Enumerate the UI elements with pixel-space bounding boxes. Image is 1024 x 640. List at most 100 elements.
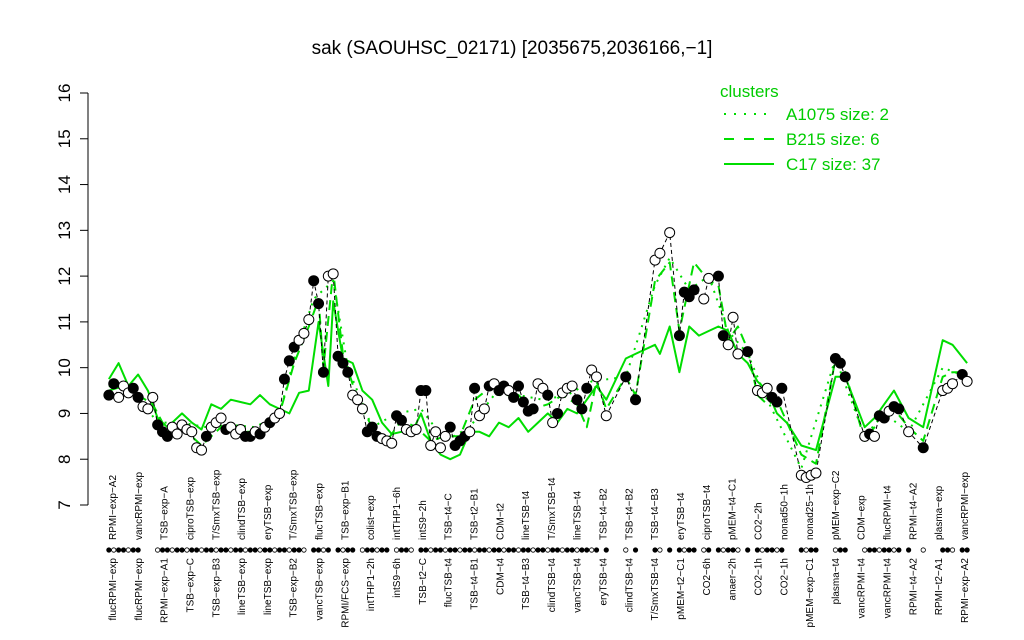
rug-mark	[920, 547, 926, 553]
y-tick-label: 15	[55, 129, 74, 148]
data-point	[132, 391, 144, 403]
rug-mark	[759, 547, 765, 553]
rug-mark	[837, 547, 843, 553]
data-point	[654, 247, 666, 259]
category-label: intS9−6h	[392, 558, 403, 598]
rug-mark	[730, 547, 736, 553]
category-label: CDM−t4	[495, 558, 506, 595]
rug-mark	[203, 547, 210, 553]
rug-mark	[286, 547, 292, 553]
rug-mark	[237, 547, 244, 553]
category-label: vancRPMI−t4	[883, 558, 894, 619]
rug-mark	[701, 547, 707, 553]
data-point	[147, 391, 159, 403]
category-label: TSB−t2−B1	[470, 488, 481, 540]
data-point	[727, 311, 739, 323]
data-point	[337, 357, 349, 369]
data-point	[108, 378, 120, 390]
rug-mark	[452, 547, 458, 553]
category-label: pMEM−t4−C1	[728, 478, 739, 540]
category-label: clindTSB−t4	[624, 558, 635, 613]
rug-mark	[447, 547, 453, 553]
category-label: TSB−t2−C	[418, 558, 429, 605]
rug-mark	[545, 547, 551, 553]
data-point	[620, 371, 632, 383]
rug-mark	[369, 547, 375, 553]
chart-title: sak (SAOUHSC_02171) [2035675,2036166,−1]	[312, 38, 713, 59]
rug-mark	[155, 547, 161, 553]
category-label: lineTSB−t4	[521, 490, 532, 540]
top-category-labels: RPMI−exp−A2 vancRPMI−exp TSB−exp−A ciproTSB…	[108, 469, 971, 540]
data-point	[303, 314, 315, 326]
rug-mark	[667, 547, 673, 553]
category-label: vancRPMI−exp	[134, 471, 145, 540]
category-label: T/SmxTSB−t4	[650, 558, 661, 621]
category-label: eryTSB−t4	[599, 558, 610, 606]
rug-mark	[652, 547, 658, 553]
data-point	[591, 371, 603, 383]
category-label: ciproTSB−exp	[186, 476, 197, 540]
data-point	[469, 382, 481, 394]
data-point	[508, 391, 520, 403]
data-point	[688, 284, 700, 296]
category-label: RPMI−exp−A1	[160, 558, 171, 623]
data-point	[274, 407, 286, 419]
data-point	[327, 268, 339, 280]
data-point	[552, 407, 564, 419]
rug-mark	[106, 547, 112, 553]
rug-mark	[632, 547, 639, 553]
category-label: RPMI−t4−A2	[908, 482, 919, 540]
category-label: ciproTSB−t4	[702, 484, 713, 540]
y-axis: 7 8 9 10 11 12 13 14 15 16	[55, 84, 89, 510]
rug-mark	[398, 547, 405, 553]
rug-mark	[808, 547, 814, 553]
data-point	[664, 227, 676, 239]
data-point	[425, 439, 437, 451]
y-tick-label: 11	[55, 313, 74, 331]
category-label: T/SmxTSB−t4	[547, 477, 558, 540]
rug-mark	[803, 547, 809, 553]
data-point	[517, 396, 529, 408]
category-label: pMEM−exp−C2	[831, 470, 842, 540]
data-point	[308, 275, 320, 287]
rug-mark	[745, 547, 751, 553]
y-tick-label: 13	[55, 221, 74, 240]
rug-mark	[486, 547, 492, 553]
data-point	[576, 403, 588, 415]
category-label: flucTSB−exp	[315, 483, 326, 540]
rug-mark	[198, 547, 205, 553]
data-point	[113, 391, 125, 403]
category-label: flucTSB−t4	[444, 558, 455, 608]
rug-mark	[111, 547, 117, 553]
data-point	[512, 380, 524, 392]
rug-mark	[159, 547, 166, 553]
rug-mark	[252, 547, 258, 553]
category-label: TSB−exp−C	[186, 558, 197, 612]
rug-mark	[964, 547, 970, 553]
rug-mark	[691, 547, 697, 553]
data-point	[478, 403, 490, 415]
y-tick-label: 7	[55, 500, 74, 509]
rug-mark	[179, 547, 185, 553]
rug-mark	[496, 547, 502, 553]
data-point	[961, 375, 973, 387]
rug-mark	[379, 547, 385, 553]
legend-label: A1075 size: 2	[786, 105, 889, 124]
category-label: pMEM−exp−C1	[805, 558, 816, 628]
data-point	[395, 414, 407, 426]
category-label: lineTSB−exp	[263, 558, 274, 615]
rug-mark	[535, 547, 541, 553]
y-tick-label: 9	[55, 409, 74, 418]
data-point	[215, 412, 227, 424]
data-point	[439, 430, 451, 442]
data-point	[893, 403, 905, 415]
rug-mark	[189, 547, 195, 553]
rug-mark	[959, 547, 965, 553]
data-point	[839, 371, 851, 383]
data-point	[542, 389, 554, 401]
category-label: vancTSB−exp	[315, 558, 326, 621]
rug-mark	[603, 547, 609, 553]
rug-mark	[589, 547, 595, 553]
rug-mark	[530, 547, 536, 553]
rug-mark	[194, 547, 200, 553]
